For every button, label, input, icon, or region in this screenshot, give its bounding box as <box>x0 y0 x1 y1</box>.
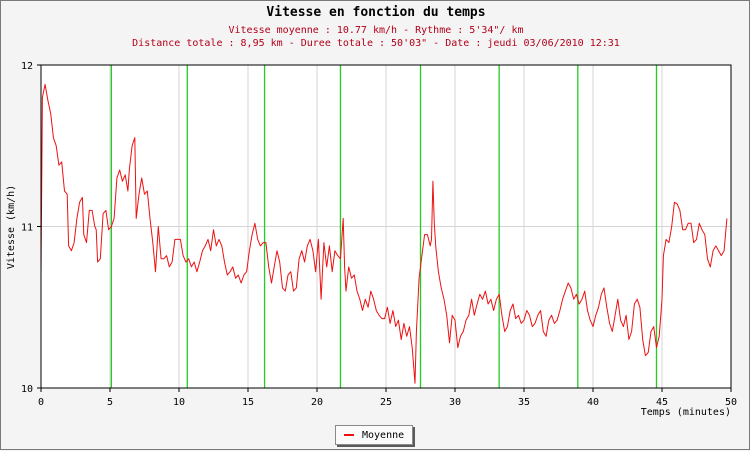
x-axis-label: Temps (minutes) <box>641 407 731 418</box>
y-tick-label: 12 <box>21 61 33 72</box>
x-tick-label: 15 <box>242 397 254 408</box>
y-axis-label: Vitesse (km/h) <box>6 185 17 269</box>
plot-border <box>40 64 732 389</box>
chart-subtitle-details: Distance totale : 8,95 km - Duree totale… <box>132 38 620 49</box>
legend-swatch-moyenne <box>344 434 354 436</box>
series-layer <box>40 83 728 384</box>
x-tick-label: 5 <box>107 397 113 408</box>
chart-subtitle-stats: Vitesse moyenne : 10.77 km/h - Rythme : … <box>228 25 524 36</box>
km-markers <box>110 65 658 388</box>
x-tick-label: 40 <box>587 397 599 408</box>
x-tick-label: 25 <box>380 397 392 408</box>
chart-title: Vitesse en fonction du temps <box>266 5 486 20</box>
legend: Moyenne <box>335 425 413 445</box>
x-tick-label: 30 <box>449 397 461 408</box>
x-tick-label: 35 <box>518 397 530 408</box>
grid-lines <box>41 65 731 388</box>
y-tick-label: 10 <box>21 384 33 395</box>
axes <box>37 64 732 392</box>
legend-label-moyenne: Moyenne <box>362 429 405 441</box>
x-tick-label: 10 <box>173 397 185 408</box>
series-line-moyenne <box>40 83 728 384</box>
x-tick-label: 50 <box>725 397 737 408</box>
tick-labels: 0 5 10 15 20 25 30 35 40 45 50 10 11 12 <box>21 61 737 408</box>
x-tick-label: 20 <box>311 397 323 408</box>
y-tick-label: 11 <box>21 223 33 234</box>
x-tick-label: 45 <box>656 397 668 408</box>
x-tick-label: 0 <box>38 397 44 408</box>
